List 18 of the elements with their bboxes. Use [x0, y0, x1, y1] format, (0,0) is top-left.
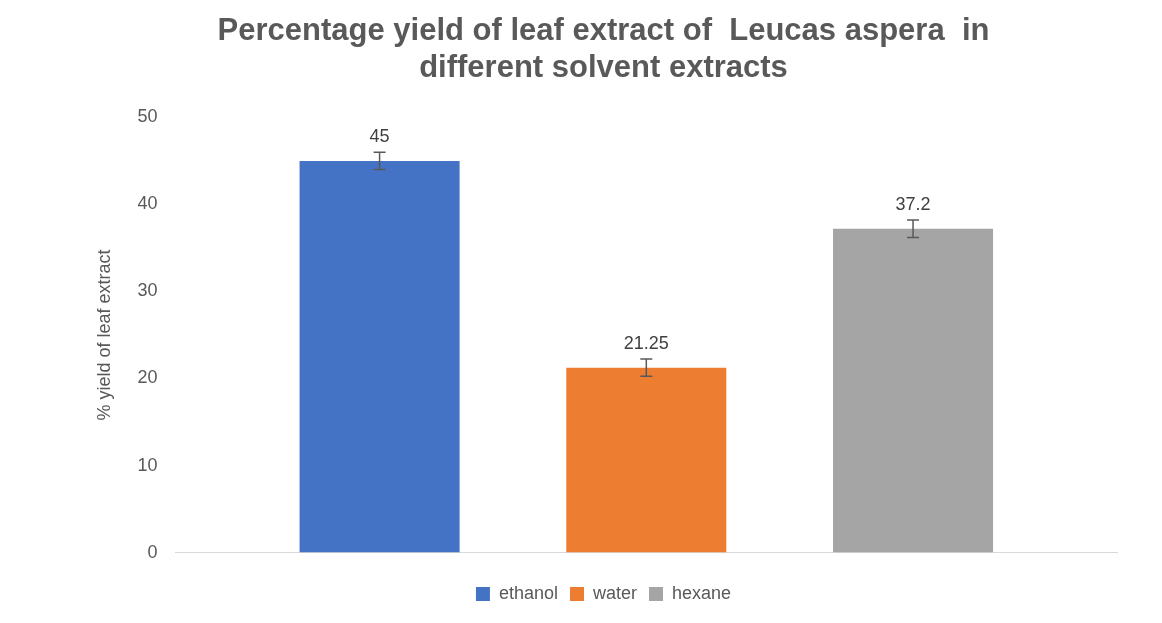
text: Percentage yield of leaf extract of Leucas aspera in: [217, 12, 990, 48]
data-label: 37.2: [895, 194, 931, 215]
bar: [833, 228, 994, 553]
y-tick-label: 20: [137, 367, 158, 388]
y-tick-label: 50: [137, 106, 158, 127]
y-tick-label: 40: [137, 193, 158, 214]
data-label: 21.25: [623, 332, 669, 353]
y-tick-label: 30: [137, 280, 158, 301]
bar: [299, 160, 460, 553]
text: different solvent extracts: [419, 49, 788, 85]
y-axis-title: % yield of leaf extract: [93, 249, 114, 421]
y-tick-label: 0: [147, 541, 158, 562]
bar: [566, 367, 727, 553]
y-tick-label: 10: [137, 454, 158, 475]
legend-label: hexane: [672, 582, 732, 603]
legend-label: ethanol: [498, 582, 558, 603]
data-label: 45: [369, 126, 390, 147]
legend-label: water: [591, 582, 638, 603]
